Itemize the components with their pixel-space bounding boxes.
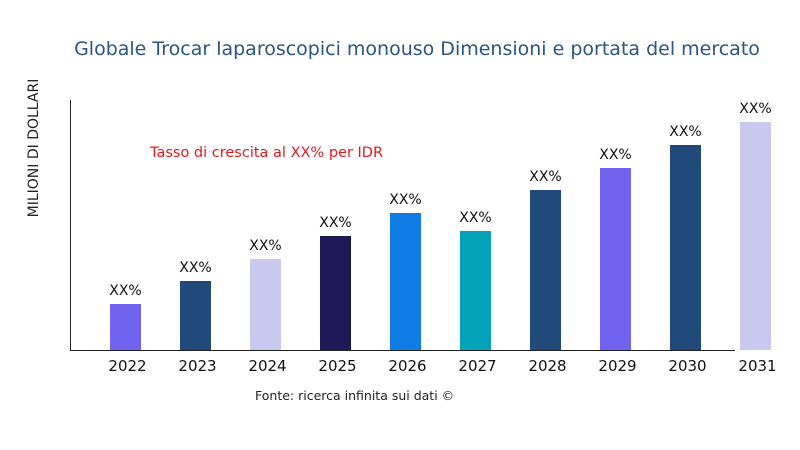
data-label-2028: XX% [529,169,561,185]
bar-2027 [460,231,491,350]
bar-2030 [670,145,701,350]
x-tick-2028: 2028 [528,357,566,375]
bar-2028 [530,190,561,350]
bar-2022 [110,304,141,350]
data-label-2030: XX% [669,124,701,140]
bar-2029 [600,168,631,350]
data-label-2029: XX% [599,147,631,163]
bar-2026 [390,213,421,350]
x-tick-2025: 2025 [318,357,356,375]
data-label-2026: XX% [389,192,421,208]
x-tick-2029: 2029 [598,357,636,375]
x-tick-2027: 2027 [458,357,496,375]
x-tick-2026: 2026 [388,357,426,375]
chart-title: Globale Trocar laparoscopici monouso Dim… [74,38,760,60]
bar-2023 [180,281,211,350]
x-tick-2030: 2030 [668,357,706,375]
data-label-2027: XX% [459,210,491,226]
data-label-2025: XX% [319,215,351,231]
data-label-2022: XX% [109,283,141,299]
x-tick-2024: 2024 [248,357,286,375]
data-label-2024: XX% [249,238,281,254]
data-label-2031: XX% [739,101,771,117]
x-tick-2023: 2023 [178,357,216,375]
x-tick-2022: 2022 [108,357,146,375]
data-label-2023: XX% [179,260,211,276]
bar-2024 [250,259,281,350]
bar-2031 [740,122,771,350]
bar-2025 [320,236,351,350]
x-tick-2031: 2031 [738,357,776,375]
growth-annotation: Tasso di crescita al XX% per IDR [150,145,384,161]
source-note: Fonte: ricerca infinita sui dati © [255,388,455,403]
